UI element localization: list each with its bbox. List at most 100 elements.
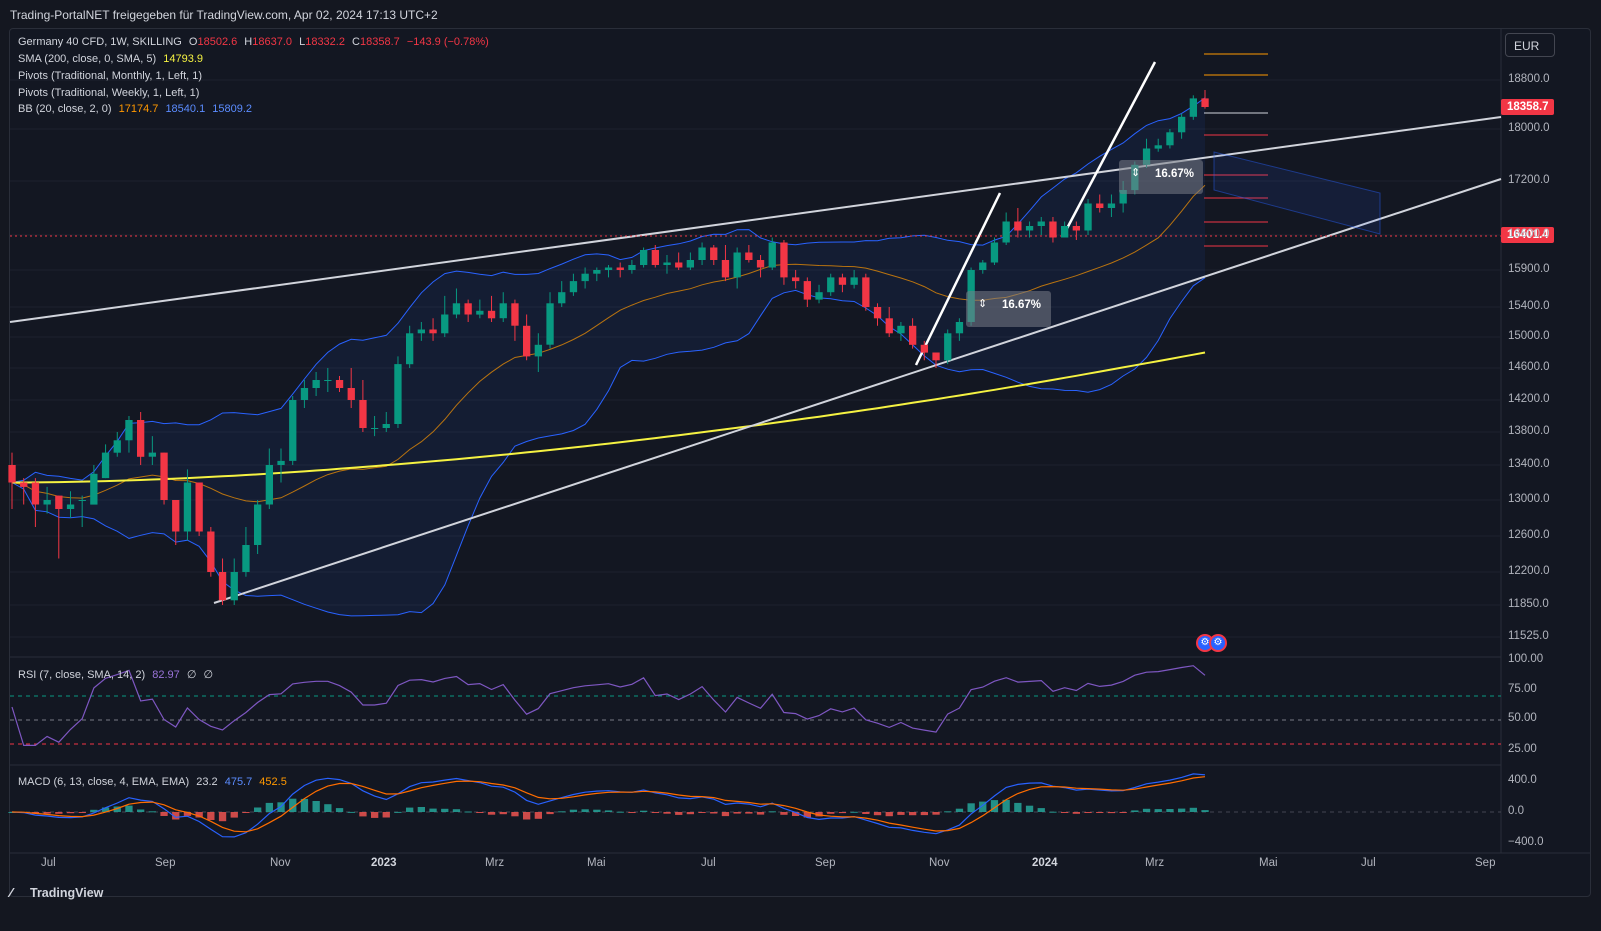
candle-body (1154, 145, 1162, 149)
macd-histogram-bar (254, 807, 262, 812)
macd-histogram-bar (160, 812, 168, 816)
event-icon[interactable]: ⚙ (1209, 634, 1227, 652)
snapshot-title: Trading-PortalNET freigegeben für Tradin… (10, 8, 438, 22)
top-bar: Trading-PortalNET freigegeben für Tradin… (0, 0, 1601, 28)
candle-body (1049, 221, 1057, 238)
trendline-lower (213, 178, 1502, 604)
time-tick-label: 2024 (1032, 857, 1058, 869)
macd-histogram-bar (1072, 812, 1080, 814)
candle-body (1189, 98, 1197, 117)
rsi-legend[interactable]: RSI (7, close, SMA, 14, 2) 82.97 ∅ ∅ (18, 668, 217, 681)
candle-body (55, 495, 63, 509)
candle-body (417, 329, 425, 334)
last-price-tag: 18358.7 (1501, 99, 1554, 115)
rsi-na-1: ∅ (186, 669, 197, 681)
macd-signal-line (11, 776, 1206, 833)
macd-histogram-bar (113, 806, 121, 812)
candle-body (441, 314, 449, 334)
candle-body (944, 333, 952, 361)
axis-tick-label: 17200.0 (1508, 174, 1550, 186)
candle-body (955, 322, 964, 334)
axis-tick-label: 11525.0 (1508, 630, 1549, 642)
tradingview-logo[interactable]: ⁄⁄ TradingView (10, 885, 103, 900)
rsi-label: RSI (7, close, SMA, 14, 2) (18, 669, 146, 681)
macd-histogram-bar (125, 805, 133, 812)
macd-histogram-bar (1037, 808, 1045, 812)
macd-histogram-bar (675, 812, 683, 815)
macd-histogram-bar (546, 812, 554, 815)
macd-histogram-bar (932, 812, 940, 815)
macd-histogram-bar (394, 811, 402, 813)
macd-histogram-bar (101, 807, 110, 812)
macd-histogram-bar (335, 808, 344, 812)
candle-body (101, 452, 110, 479)
sma-legend[interactable]: SMA (200, close, 0, SMA, 5) 14793.9 (18, 53, 207, 65)
macd-histogram-bar (172, 812, 180, 820)
macd-legend[interactable]: MACD (6, 13, close, 4, EMA, EMA) 23.2 47… (18, 776, 291, 788)
high-label: H18637.0 (244, 36, 293, 48)
macd-histogram-bar (768, 811, 776, 813)
macd-histogram-bar (593, 809, 601, 812)
macd-histogram-bar (803, 812, 811, 818)
symbol-label[interactable]: Germany 40 CFD, 1W, SKILLING (18, 36, 182, 48)
candle-body (20, 482, 28, 487)
open-label: O18502.6 (188, 36, 238, 48)
candle-body (780, 242, 788, 278)
axis-tick-label: 400.0 (1508, 774, 1537, 786)
measure-label-1[interactable]: ⇕ 16.67% (1119, 160, 1203, 194)
macd-histogram-bar (651, 812, 659, 813)
axis-tick-label: 13000.0 (1508, 493, 1550, 505)
candle-body (745, 252, 753, 260)
candle-body (628, 265, 636, 270)
macd-histogram-bar (756, 812, 765, 815)
macd-histogram-bar (148, 811, 156, 813)
macd-value: 475.7 (224, 776, 253, 788)
macd-histogram-bar (745, 812, 753, 814)
macd-histogram-bar (955, 808, 964, 812)
main-series-legend[interactable]: Germany 40 CFD, 1W, SKILLING O18502.6 H1… (18, 36, 493, 48)
macd-histogram-bar (581, 809, 589, 812)
macd-histogram-bar (195, 812, 203, 818)
axis-tick-label: 25.00 (1508, 743, 1537, 755)
macd-histogram-bar (792, 812, 800, 816)
macd-histogram-bar (1061, 812, 1069, 813)
candle-body (616, 267, 624, 270)
macd-histogram-bar (897, 812, 905, 815)
candle-body (827, 277, 835, 293)
macd-histogram-bar (1014, 802, 1022, 812)
candle-body (593, 270, 601, 274)
macd-histogram-bar (289, 798, 297, 812)
macd-histogram-bar (698, 812, 706, 813)
chart-frame[interactable] (9, 28, 1591, 897)
axis-tick-label: 12200.0 (1508, 565, 1550, 577)
macd-histogram-bar (815, 812, 823, 817)
measure-label-2[interactable]: ⇕ 16.67% (966, 291, 1051, 327)
candle-body (476, 310, 484, 315)
candle-body (862, 277, 870, 307)
axis-tick-label: 75.00 (1508, 683, 1537, 695)
macd-histogram-bar (230, 812, 238, 818)
pivots-weekly-legend[interactable]: Pivots (Traditional, Weekly, 1, Left, 1) (18, 87, 203, 99)
measure-value: 16.67% (1002, 299, 1042, 311)
macd-line (11, 773, 1206, 838)
candle-body (1142, 148, 1151, 165)
macd-histogram-bar (920, 812, 928, 816)
macd-histogram-bar (452, 809, 461, 812)
candle-body (558, 292, 566, 304)
macd-histogram-bar (827, 812, 835, 814)
candle-body (721, 260, 730, 278)
macd-histogram-bar (1178, 808, 1186, 812)
macd-label: MACD (6, 13, close, 4, EMA, EMA) (18, 776, 190, 788)
currency-button[interactable]: EUR (1505, 33, 1555, 57)
bb-legend[interactable]: BB (20, close, 2, 0) 17174.7 18540.1 158… (18, 103, 256, 115)
pivots-monthly-legend[interactable]: Pivots (Traditional, Monthly, 1, Left, 1… (18, 70, 206, 82)
axis-tick-label: 100.00 (1508, 653, 1544, 665)
candle-body (195, 482, 203, 532)
candle-body (90, 473, 98, 505)
macd-histogram-bar (967, 803, 975, 812)
macd-histogram-bar (721, 812, 730, 817)
macd-histogram-bar (640, 810, 648, 812)
tradingview-logo-icon: ⁄⁄ (10, 885, 12, 900)
macd-histogram-bar (183, 812, 192, 816)
